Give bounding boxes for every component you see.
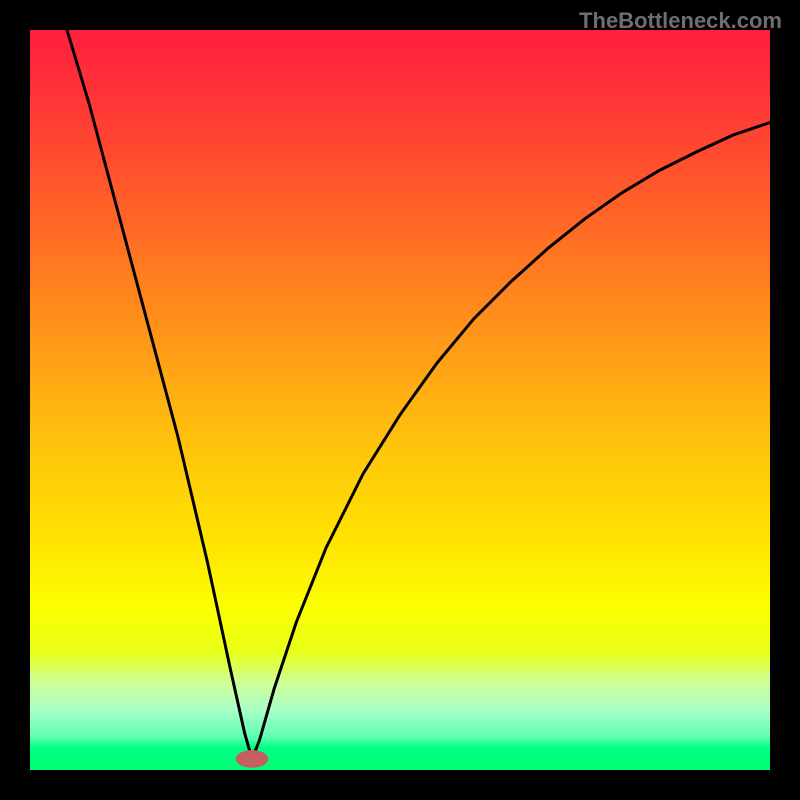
minimum-point-marker — [236, 750, 269, 768]
watermark-label: TheBottleneck.com — [579, 8, 782, 34]
chart-plot-area — [30, 30, 770, 770]
bottleneck-curve-chart — [30, 30, 770, 770]
chart-background-gradient — [30, 30, 770, 770]
